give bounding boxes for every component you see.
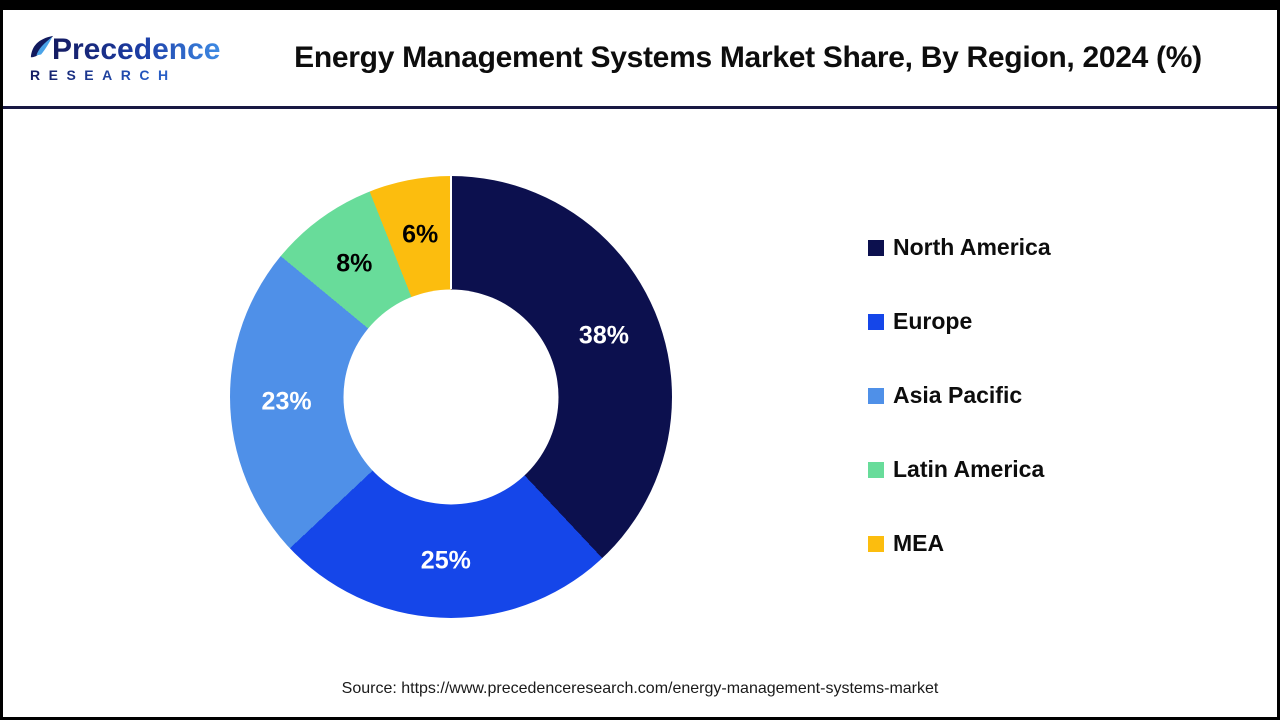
chart-legend: North America Europe Asia Pacific Latin … — [868, 231, 1051, 601]
donut-chart: 38% 25% 23% 8% 6% — [230, 176, 672, 618]
logo-leaf-icon — [30, 35, 54, 57]
legend-label-mea: MEA — [893, 530, 945, 556]
legend-item-north-america: North America — [868, 231, 1051, 264]
legend-item-latin-america: Latin America — [868, 453, 1051, 486]
legend-label-europe: Europe — [893, 308, 973, 334]
legend-label-asia-pacific: Asia Pacific — [893, 382, 1023, 408]
legend-swatch-north-america — [868, 239, 884, 256]
logo-wordmark: Precedence — [52, 32, 221, 66]
precedence-research-logo: Precedence RESEARCH — [29, 32, 245, 82]
slice-divider — [450, 176, 452, 289]
legend-item-mea: MEA — [868, 527, 1051, 560]
legend-swatch-asia-pacific — [868, 387, 884, 404]
slice-label-asia-pacific: 23% — [261, 387, 312, 416]
logo-wordmark-row: Precedence — [29, 32, 245, 66]
legend-item-asia-pacific: Asia Pacific — [868, 379, 1051, 412]
header: Precedence RESEARCH Energy Management Sy… — [3, 10, 1277, 106]
slice-label-mea: 6% — [402, 220, 439, 249]
slice-label-latin-america: 8% — [336, 249, 373, 278]
legend-swatch-mea — [868, 535, 884, 552]
header-divider — [3, 106, 1277, 109]
slice-label-north-america: 38% — [578, 321, 629, 350]
legend-item-europe: Europe — [868, 305, 1051, 338]
slice-label-europe: 25% — [420, 546, 471, 575]
legend-swatch-europe — [868, 313, 884, 330]
page-title: Energy Management Systems Market Share, … — [294, 41, 1202, 74]
legend-label-north-america: North America — [893, 234, 1051, 260]
legend-label-latin-america: Latin America — [893, 456, 1045, 482]
source-attribution: Source: https://www.precedenceresearch.c… — [341, 680, 939, 697]
legend-swatch-latin-america — [868, 461, 884, 478]
logo-subtitle: RESEARCH — [30, 68, 245, 82]
donut-hole — [343, 289, 559, 505]
